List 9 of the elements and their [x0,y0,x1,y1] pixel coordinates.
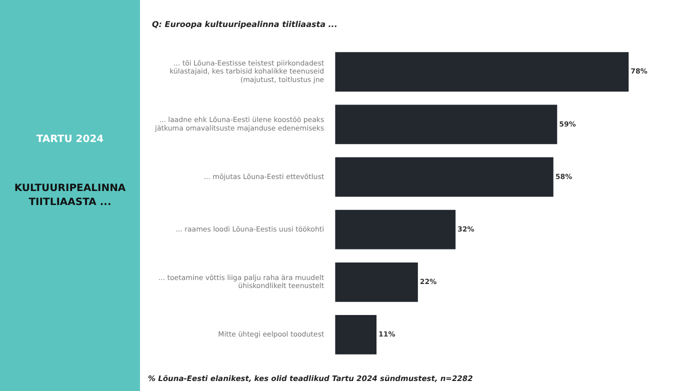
bar [335,157,554,197]
bar [335,104,558,144]
bar [335,210,456,250]
text: TARTU 2024 [35,134,105,145]
text: Q: Euroopa kultuuripealinna tiitliaasta ... [152,20,338,29]
bar [335,262,418,302]
bar [335,52,629,92]
bar [335,315,377,354]
text: KULTUURIPEALINNA TIITLIAASTA ... [13,182,127,210]
